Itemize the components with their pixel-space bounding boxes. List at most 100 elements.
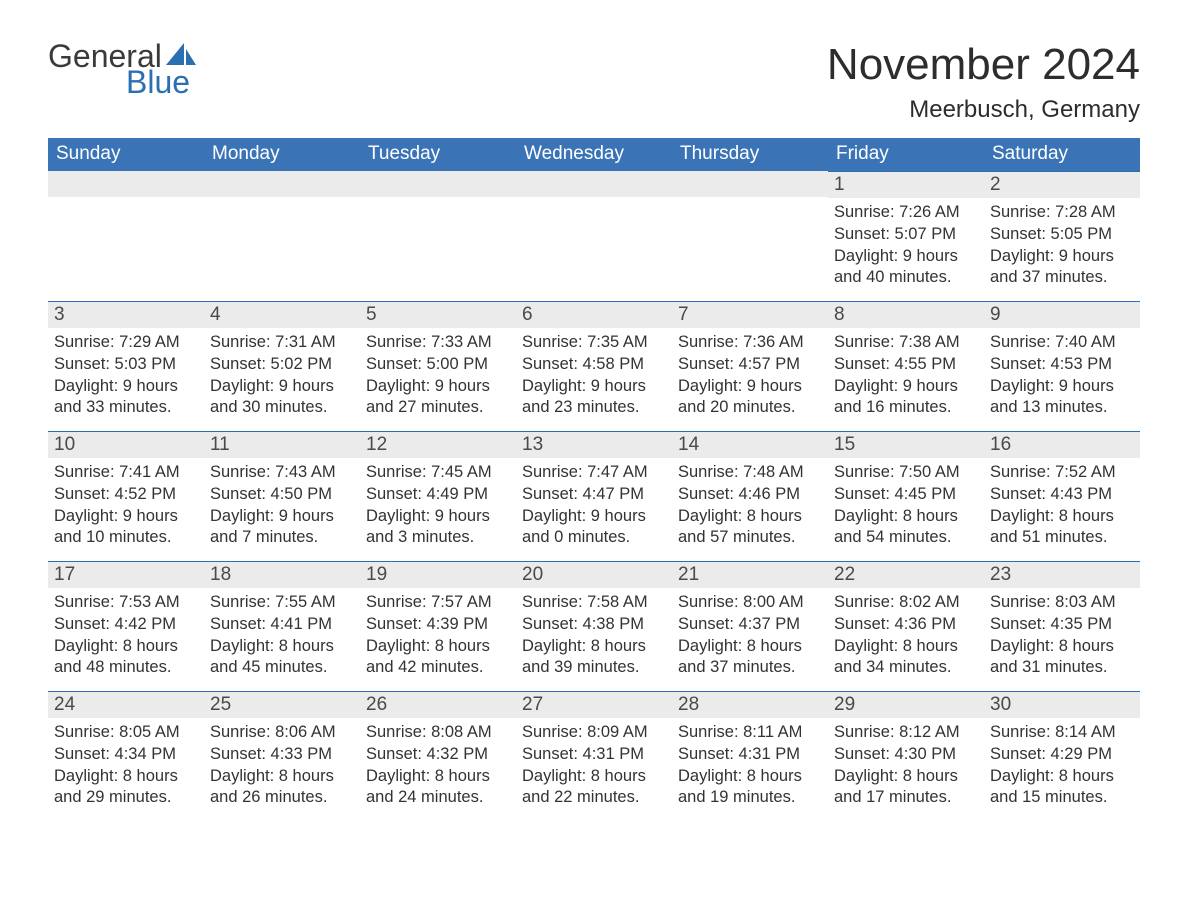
calendar-day-cell: 14Sunrise: 7:48 AMSunset: 4:46 PMDayligh… [672,431,828,561]
day-sunrise-line: Sunrise: 7:45 AM [366,462,510,484]
day-sunrise-line: Sunrise: 7:29 AM [54,332,198,354]
day-sunset-line: Sunset: 4:29 PM [990,744,1134,766]
calendar-empty-cell [360,171,516,301]
day-number: 15 [828,431,984,458]
day-sunrise-line: Sunrise: 7:55 AM [210,592,354,614]
day-day1-line: Daylight: 8 hours [366,636,510,658]
day-sunset-line: Sunset: 4:30 PM [834,744,978,766]
day-sunrise-line: Sunrise: 7:52 AM [990,462,1134,484]
calendar-body: 1Sunrise: 7:26 AMSunset: 5:07 PMDaylight… [48,171,1140,821]
calendar-day-cell: 28Sunrise: 8:11 AMSunset: 4:31 PMDayligh… [672,691,828,821]
day-number: 1 [828,171,984,198]
weekday-header-thursday: Thursday [672,138,828,171]
day-day1-line: Daylight: 8 hours [990,506,1134,528]
day-day2-line: and 19 minutes. [678,787,822,809]
day-day1-line: Daylight: 9 hours [54,376,198,398]
day-sunset-line: Sunset: 4:34 PM [54,744,198,766]
day-sunrise-line: Sunrise: 7:28 AM [990,202,1134,224]
calendar-day-cell: 17Sunrise: 7:53 AMSunset: 4:42 PMDayligh… [48,561,204,691]
calendar-day-cell: 30Sunrise: 8:14 AMSunset: 4:29 PMDayligh… [984,691,1140,821]
day-day2-line: and 57 minutes. [678,527,822,549]
day-sunrise-line: Sunrise: 8:02 AM [834,592,978,614]
day-day2-line: and 31 minutes. [990,657,1134,679]
day-number: 6 [516,301,672,328]
day-details: Sunrise: 8:09 AMSunset: 4:31 PMDaylight:… [516,718,672,817]
day-sunrise-line: Sunrise: 7:26 AM [834,202,978,224]
day-sunrise-line: Sunrise: 7:57 AM [366,592,510,614]
day-details: Sunrise: 7:31 AMSunset: 5:02 PMDaylight:… [204,328,360,427]
day-number: 4 [204,301,360,328]
day-details: Sunrise: 7:26 AMSunset: 5:07 PMDaylight:… [828,198,984,297]
day-day2-line: and 37 minutes. [990,267,1134,289]
brand-logo-text: General Blue [48,40,196,98]
calendar-week-row: 17Sunrise: 7:53 AMSunset: 4:42 PMDayligh… [48,561,1140,691]
day-sunrise-line: Sunrise: 7:36 AM [678,332,822,354]
calendar-day-cell: 10Sunrise: 7:41 AMSunset: 4:52 PMDayligh… [48,431,204,561]
day-day1-line: Daylight: 9 hours [522,376,666,398]
day-details: Sunrise: 8:11 AMSunset: 4:31 PMDaylight:… [672,718,828,817]
weekday-header-tuesday: Tuesday [360,138,516,171]
day-number: 17 [48,561,204,588]
day-details: Sunrise: 8:05 AMSunset: 4:34 PMDaylight:… [48,718,204,817]
day-sunrise-line: Sunrise: 8:09 AM [522,722,666,744]
calendar-day-cell: 24Sunrise: 8:05 AMSunset: 4:34 PMDayligh… [48,691,204,821]
day-day2-line: and 15 minutes. [990,787,1134,809]
day-sunrise-line: Sunrise: 8:05 AM [54,722,198,744]
day-day1-line: Daylight: 9 hours [678,376,822,398]
day-day2-line: and 0 minutes. [522,527,666,549]
day-number: 9 [984,301,1140,328]
day-details: Sunrise: 7:38 AMSunset: 4:55 PMDaylight:… [828,328,984,427]
day-details: Sunrise: 7:33 AMSunset: 5:00 PMDaylight:… [360,328,516,427]
day-day1-line: Daylight: 9 hours [990,376,1134,398]
weekday-header-saturday: Saturday [984,138,1140,171]
day-sunset-line: Sunset: 4:53 PM [990,354,1134,376]
day-details: Sunrise: 7:40 AMSunset: 4:53 PMDaylight:… [984,328,1140,427]
day-day2-line: and 37 minutes. [678,657,822,679]
day-day1-line: Daylight: 9 hours [990,246,1134,268]
calendar-week-row: 24Sunrise: 8:05 AMSunset: 4:34 PMDayligh… [48,691,1140,821]
calendar-day-cell: 12Sunrise: 7:45 AMSunset: 4:49 PMDayligh… [360,431,516,561]
day-number: 20 [516,561,672,588]
calendar-week-row: 1Sunrise: 7:26 AMSunset: 5:07 PMDaylight… [48,171,1140,301]
day-details: Sunrise: 8:14 AMSunset: 4:29 PMDaylight:… [984,718,1140,817]
day-day2-line: and 3 minutes. [366,527,510,549]
calendar-day-cell: 2Sunrise: 7:28 AMSunset: 5:05 PMDaylight… [984,171,1140,301]
day-sunrise-line: Sunrise: 7:43 AM [210,462,354,484]
day-day1-line: Daylight: 9 hours [834,246,978,268]
calendar-day-cell: 5Sunrise: 7:33 AMSunset: 5:00 PMDaylight… [360,301,516,431]
empty-day-bar [48,171,204,197]
day-details: Sunrise: 8:00 AMSunset: 4:37 PMDaylight:… [672,588,828,687]
day-day1-line: Daylight: 8 hours [678,766,822,788]
day-day1-line: Daylight: 8 hours [834,766,978,788]
day-details: Sunrise: 7:28 AMSunset: 5:05 PMDaylight:… [984,198,1140,297]
day-sunrise-line: Sunrise: 7:31 AM [210,332,354,354]
day-day2-line: and 22 minutes. [522,787,666,809]
day-number: 22 [828,561,984,588]
day-sunset-line: Sunset: 4:31 PM [522,744,666,766]
day-sunrise-line: Sunrise: 7:53 AM [54,592,198,614]
day-day1-line: Daylight: 8 hours [678,636,822,658]
day-sunrise-line: Sunrise: 7:48 AM [678,462,822,484]
day-sunset-line: Sunset: 4:57 PM [678,354,822,376]
day-number: 14 [672,431,828,458]
calendar-empty-cell [516,171,672,301]
day-sunset-line: Sunset: 4:43 PM [990,484,1134,506]
calendar-week-row: 10Sunrise: 7:41 AMSunset: 4:52 PMDayligh… [48,431,1140,561]
calendar-day-cell: 13Sunrise: 7:47 AMSunset: 4:47 PMDayligh… [516,431,672,561]
day-number: 28 [672,691,828,718]
calendar-empty-cell [204,171,360,301]
weekday-header-wednesday: Wednesday [516,138,672,171]
calendar-day-cell: 23Sunrise: 8:03 AMSunset: 4:35 PMDayligh… [984,561,1140,691]
day-number: 3 [48,301,204,328]
calendar-day-cell: 8Sunrise: 7:38 AMSunset: 4:55 PMDaylight… [828,301,984,431]
day-day2-line: and 45 minutes. [210,657,354,679]
day-day2-line: and 13 minutes. [990,397,1134,419]
day-sunset-line: Sunset: 4:45 PM [834,484,978,506]
calendar-day-cell: 9Sunrise: 7:40 AMSunset: 4:53 PMDaylight… [984,301,1140,431]
calendar-day-cell: 19Sunrise: 7:57 AMSunset: 4:39 PMDayligh… [360,561,516,691]
day-day1-line: Daylight: 9 hours [54,506,198,528]
day-number: 7 [672,301,828,328]
day-day1-line: Daylight: 8 hours [210,636,354,658]
calendar-day-cell: 18Sunrise: 7:55 AMSunset: 4:41 PMDayligh… [204,561,360,691]
day-sunrise-line: Sunrise: 8:11 AM [678,722,822,744]
